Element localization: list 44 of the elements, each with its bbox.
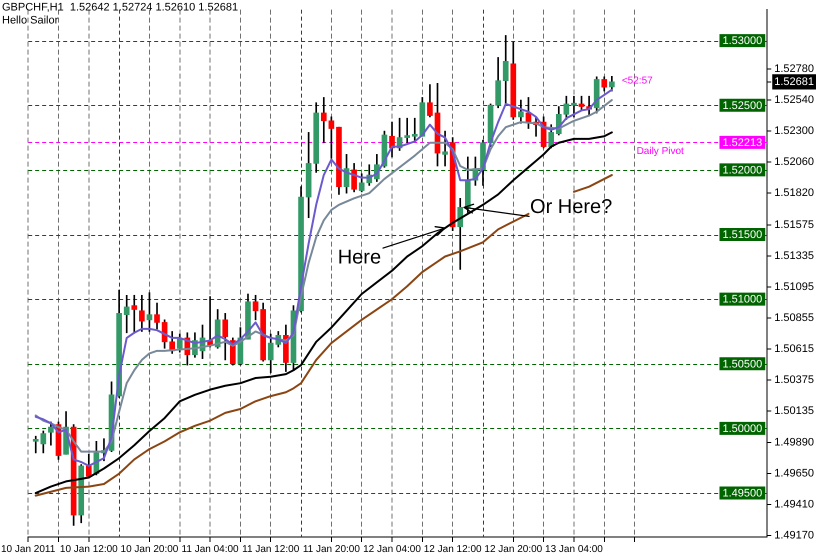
y-tick-label: 1.49410 [774, 498, 814, 511]
x-tick-label: 13 Jan 04:00 [545, 544, 604, 555]
x-tick-label: 10 Jan 12:00 [60, 544, 118, 555]
ref-line-label: 1.51000 [722, 294, 762, 306]
ref-line-label: 1.49500 [722, 488, 762, 500]
ref-line-label: 1.52500 [722, 100, 762, 112]
ref-line-label: 1.50000 [722, 422, 762, 435]
y-tick-label: 1.50375 [774, 374, 814, 386]
y-tick-label: 1.52300 [774, 125, 814, 138]
x-tick-label: 12 Jan 12:00 [424, 544, 482, 555]
y-tick-label: 1.52681 [774, 76, 814, 88]
x-tick-label: 12 Jan 04:00 [363, 544, 422, 555]
y-tick-label: 1.51575 [774, 218, 814, 231]
y-tick-label: 1.51820 [774, 187, 814, 200]
y-tick-label: 1.51095 [774, 280, 814, 293]
annotation: Daily Pivot [636, 146, 684, 158]
y-tick-label: 1.52540 [774, 94, 814, 106]
candlestick [571, 96, 577, 118]
ref-line-label: 1.50500 [722, 358, 762, 370]
x-tick-label: 11 Jan 20:00 [302, 544, 360, 555]
chart-title: GBPCHF,H1 1.52642 1.52724 1.52610 1.52681 [2, 2, 238, 14]
chart-subtitle: Hello Sailor [2, 14, 59, 27]
ref-line-label: 1.51500 [722, 229, 762, 242]
ref-line-label: 1.53000 [722, 35, 762, 48]
y-tick-label: 1.49170 [774, 530, 814, 542]
x-tick-label: 11 Jan 12:00 [242, 544, 300, 555]
y-tick-label: 1.51335 [774, 250, 814, 262]
y-tick-label: 1.49890 [774, 436, 814, 449]
ref-line-label: 1.52213 [722, 136, 762, 149]
annotation: Here [338, 246, 382, 269]
x-tick-label: 10 Jan 20:00 [120, 544, 179, 555]
y-tick-label: 1.50855 [774, 312, 814, 324]
x-tick-label: 11 Jan 04:00 [182, 544, 240, 555]
annotation: Or Here? [530, 196, 612, 218]
x-tick-label: 12 Jan 20:00 [484, 544, 543, 555]
candlestick [146, 292, 152, 332]
y-tick-label: 1.50135 [774, 405, 814, 417]
y-tick-label: 1.52060 [774, 156, 814, 168]
ref-line-label: 1.52000 [722, 164, 762, 176]
y-tick-label: 1.52780 [774, 63, 814, 76]
y-tick-label: 1.49650 [774, 468, 814, 480]
annotation: <52:57 [622, 76, 654, 87]
x-tick-label: 10 Jan 2011 [0, 544, 56, 555]
y-tick-label: 1.50615 [774, 342, 814, 355]
